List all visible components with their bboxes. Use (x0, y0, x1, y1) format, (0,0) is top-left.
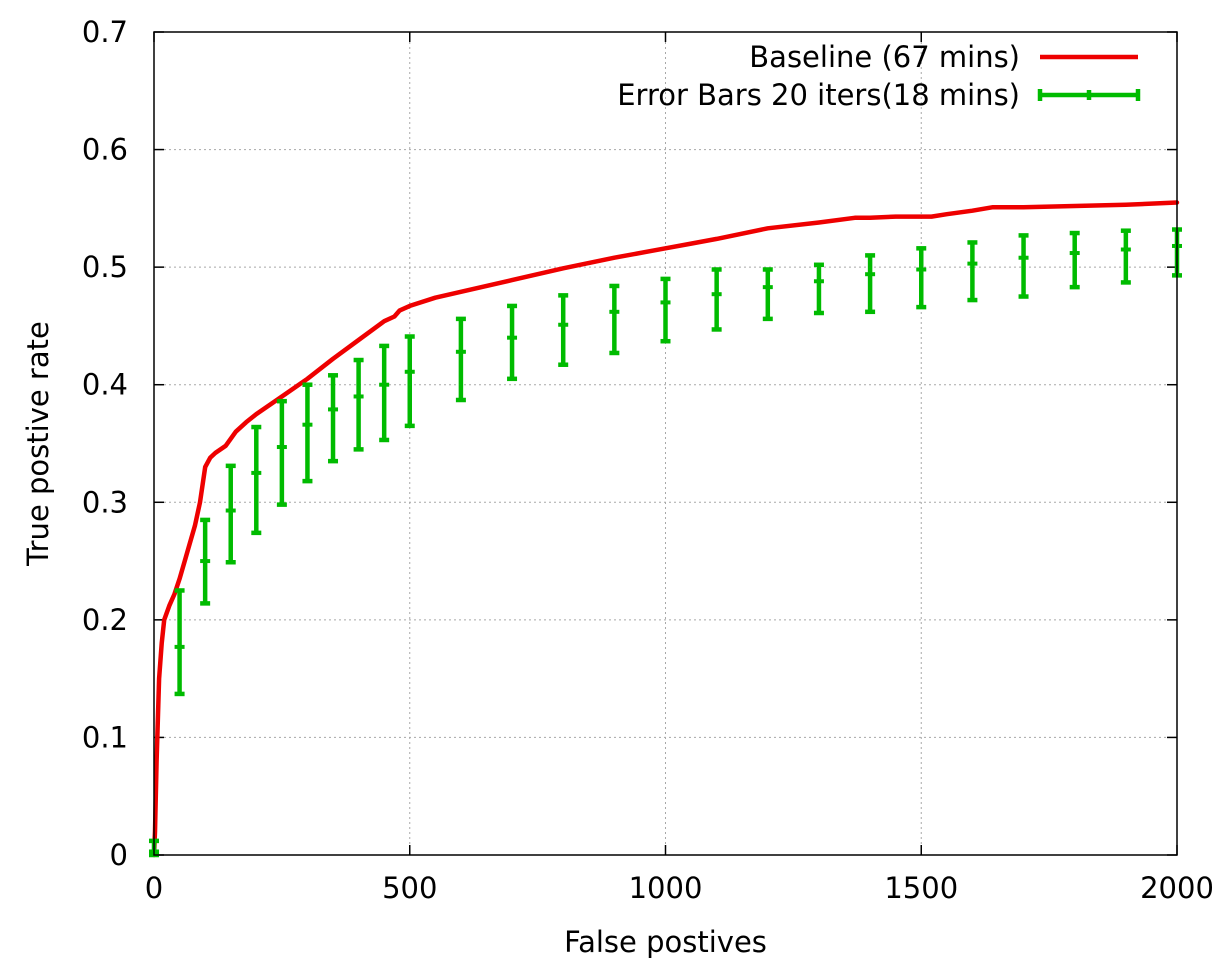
y-tick-label: 0.4 (82, 368, 128, 402)
error-bar (813, 262, 824, 316)
y-tick-label: 0.3 (82, 485, 128, 519)
error-bar (660, 276, 671, 344)
error-bar (507, 303, 518, 382)
error-bar (276, 398, 287, 507)
legend-label: Baseline (67 mins) (749, 40, 1020, 74)
x-tick-label: 500 (382, 871, 437, 905)
error-bar (353, 357, 364, 452)
error-bar (225, 463, 236, 565)
tick-labels: 0 500 1000 1500 2000 0 0.1 0.2 0.3 0.4 0.5 0.6 0.7 (82, 15, 1214, 905)
error-bar (865, 253, 876, 315)
series-baseline (151, 200, 1180, 858)
error-bar (251, 424, 262, 536)
x-tick-label: 1000 (629, 871, 703, 905)
error-bar (762, 267, 773, 322)
error-bar (174, 588, 185, 697)
error-bar (1120, 228, 1131, 285)
baseline-line (151, 200, 1180, 858)
x-axis-label: False postives (564, 925, 767, 959)
y-tick-label: 0.6 (82, 133, 128, 167)
y-tick-label: 0.2 (82, 603, 128, 637)
error-bar (302, 382, 313, 484)
x-tick-label: 2000 (1140, 871, 1214, 905)
plot-series (149, 200, 1182, 858)
legend-label: Error Bars 20 iters(18 mins) (617, 78, 1020, 112)
grid-lines (154, 32, 1177, 855)
y-tick-label: 0 (110, 838, 128, 872)
error-bar (379, 343, 390, 443)
y-axis-label: True postive rate (21, 321, 55, 567)
error-bar (558, 293, 569, 367)
error-bar (455, 316, 466, 403)
error-bar (711, 267, 722, 332)
error-bar (200, 517, 211, 606)
error-bar (1069, 230, 1080, 290)
y-tick-label: 0.5 (82, 250, 128, 284)
error-bar (328, 373, 339, 464)
y-tick-label: 0.1 (82, 720, 128, 754)
error-bar (609, 283, 620, 356)
plot-frame (153, 31, 1178, 856)
error-bar (967, 240, 978, 303)
error-bar (916, 246, 927, 310)
legend: Baseline (67 mins) Error Bars 20 iters(18… (617, 40, 1141, 112)
y-tick-label: 0.7 (82, 15, 128, 49)
error-bar (404, 334, 415, 429)
x-tick-label: 0 (145, 871, 163, 905)
x-tick-label: 1500 (884, 871, 958, 905)
error-bar (1018, 233, 1029, 299)
